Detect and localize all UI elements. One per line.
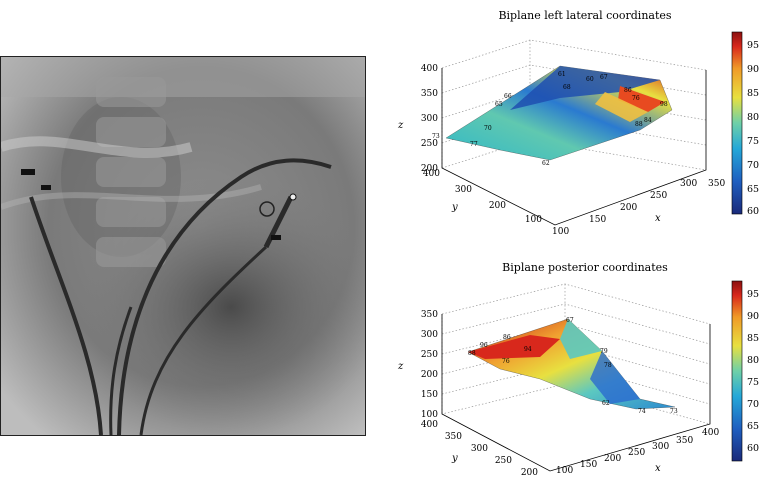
- point-label: 73: [432, 133, 440, 140]
- point-label: 66: [504, 93, 512, 100]
- point-label: 68: [563, 84, 571, 91]
- z-tick: 200: [421, 370, 438, 380]
- x-tick: 150: [580, 460, 597, 470]
- z-tick: 100: [421, 410, 438, 420]
- z-axis-label: z: [397, 361, 404, 372]
- colorbar-tick: 75: [747, 377, 759, 388]
- fluoroscopy-drawing: [0, 57, 381, 437]
- ring-marker: [259, 201, 275, 217]
- colorbar: [731, 31, 743, 215]
- point-label: 65: [495, 101, 503, 108]
- point-label: 76: [632, 95, 640, 102]
- y-tick: 300: [471, 444, 488, 454]
- point-label: 94: [524, 346, 532, 353]
- plot-title: Biplane left lateral coordinates: [498, 9, 671, 22]
- z-tick: 200: [421, 164, 438, 174]
- plot-title: Biplane posterior coordinates: [502, 261, 668, 274]
- y-tick: 400: [423, 169, 440, 179]
- point-label: 88: [468, 350, 476, 357]
- point-label: 67: [600, 74, 608, 81]
- colorbar-tick: 85: [747, 88, 759, 99]
- z-axis-label: z: [397, 120, 404, 131]
- spine: [96, 77, 166, 267]
- point-label: 67: [566, 317, 574, 324]
- z-tick: 350: [421, 310, 438, 320]
- point-label: 61: [558, 71, 566, 78]
- x-tick: 250: [650, 191, 667, 201]
- point-label: 86: [503, 334, 511, 341]
- colorbar-tick: 65: [747, 184, 759, 195]
- colorbar-tick: 60: [747, 443, 759, 454]
- y-tick: 100: [525, 215, 542, 225]
- point-label: 73: [670, 408, 678, 415]
- z-tick: 300: [421, 114, 438, 124]
- x-tick: 150: [589, 215, 606, 225]
- x-axis-label: x: [655, 213, 661, 224]
- point-label: 79: [600, 348, 608, 355]
- colorbar-tick: 80: [747, 112, 759, 123]
- y-tick: 200: [489, 201, 506, 211]
- x-tick: 300: [680, 179, 697, 189]
- y-tick: 250: [495, 456, 512, 466]
- y-axis-label: y: [451, 453, 458, 464]
- y-tick: 350: [445, 432, 462, 442]
- plot-left-lateral: Biplane left lateral coordinates 61 60 6…: [390, 0, 769, 239]
- point-label: 77: [470, 141, 478, 148]
- point-label: 84: [644, 117, 652, 124]
- colorbar-tick: 60: [747, 206, 759, 217]
- z-tick: 150: [421, 390, 438, 400]
- colorbar-tick: 80: [747, 355, 759, 366]
- fluoroscopy-image: [0, 56, 381, 437]
- colorbar: [731, 280, 743, 462]
- x-axis-label: x: [655, 463, 661, 474]
- point-label: 76: [502, 358, 510, 365]
- point-label: 96: [480, 342, 488, 349]
- point-label: 88: [635, 121, 643, 128]
- point-label: 60: [586, 76, 594, 83]
- x-tick: 200: [620, 203, 637, 213]
- y-tick: 300: [455, 185, 472, 195]
- point-label: 86: [624, 87, 632, 94]
- z-tick: 350: [421, 89, 438, 99]
- colorbar-tick: 95: [747, 40, 759, 51]
- x-tick: 100: [556, 466, 573, 476]
- colorbar-tick: 70: [747, 160, 759, 171]
- colorbar-tick: 65: [747, 421, 759, 432]
- y-tick: 200: [521, 468, 538, 478]
- x-tick: 250: [628, 448, 645, 458]
- x-tick: 400: [702, 428, 719, 438]
- y-axis-label: y: [451, 202, 458, 213]
- x-tick: 100: [552, 227, 569, 237]
- x-tick: 300: [652, 442, 669, 452]
- colorbar-tick: 70: [747, 399, 759, 410]
- point-label: 74: [638, 408, 646, 415]
- point-label: 62: [542, 160, 550, 167]
- plot-posterior: Biplane posterior coordinates 88 96 86 7…: [390, 239, 769, 478]
- z-tick: 300: [421, 330, 438, 340]
- colorbar-tick: 85: [747, 333, 759, 344]
- point-label: 98: [660, 101, 668, 108]
- plot-axes: [441, 68, 707, 226]
- x-tick: 200: [604, 454, 621, 464]
- point-label: 78: [604, 362, 612, 369]
- z-tick: 250: [421, 350, 438, 360]
- colorbar-tick: 95: [747, 289, 759, 300]
- point-label: 70: [484, 125, 492, 132]
- plot-axes: [441, 314, 711, 472]
- colorbar-tick: 90: [747, 311, 759, 322]
- colorbar-tick: 90: [747, 64, 759, 75]
- catheters: [29, 158, 332, 436]
- x-tick: 350: [676, 436, 693, 446]
- z-tick: 250: [421, 139, 438, 149]
- z-tick: 400: [421, 64, 438, 74]
- point-label: 62: [602, 400, 610, 407]
- x-tick: 350: [708, 179, 725, 189]
- colorbar-tick: 75: [747, 136, 759, 147]
- y-tick: 400: [421, 420, 438, 430]
